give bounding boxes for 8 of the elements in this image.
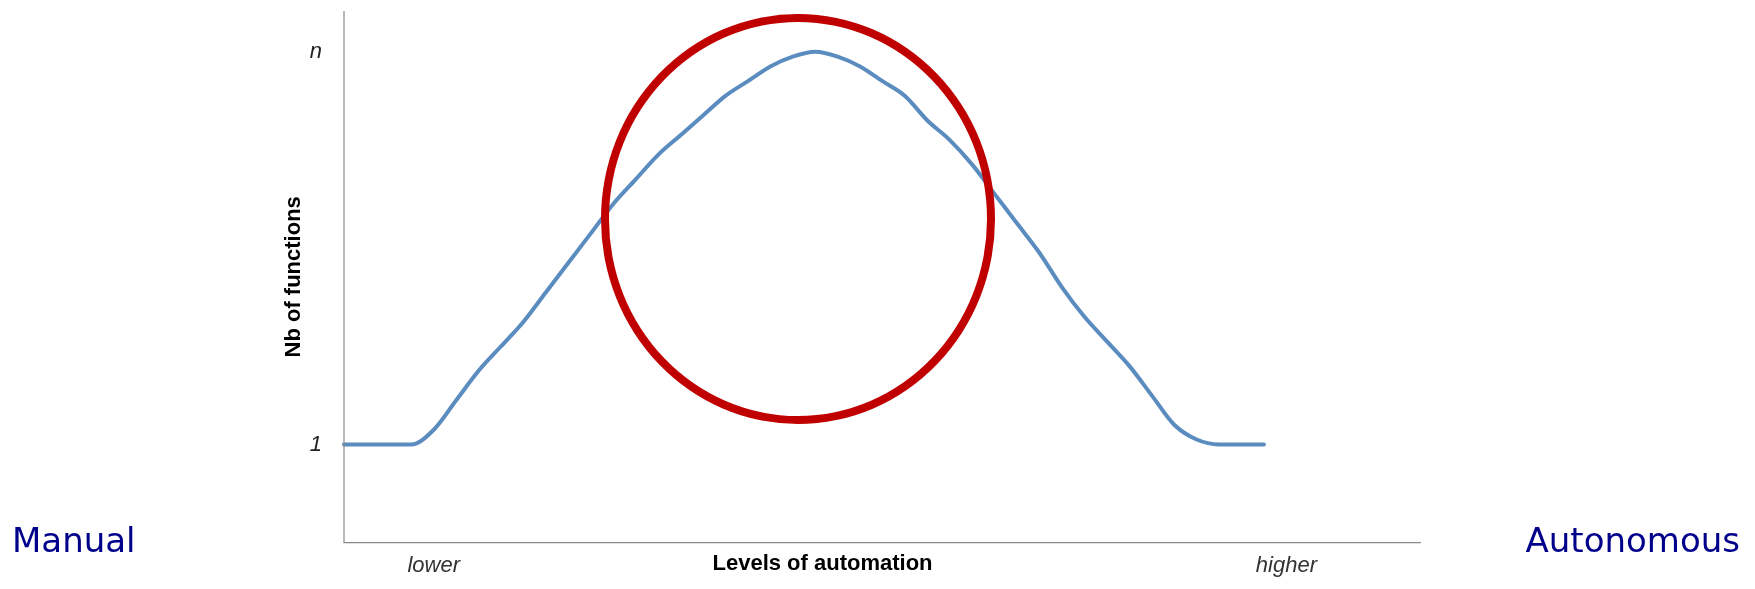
text: Autonomous: [1525, 519, 1740, 560]
x-tick-label: lower: [407, 551, 462, 577]
text: Manual: [12, 519, 136, 560]
text: 1: [309, 430, 322, 456]
x-tick-label: higher: [1255, 551, 1319, 577]
y-axis-title: Nb of functions: [280, 196, 306, 358]
text: n: [309, 37, 322, 63]
x-axis-title: Levels of automation: [712, 549, 933, 575]
